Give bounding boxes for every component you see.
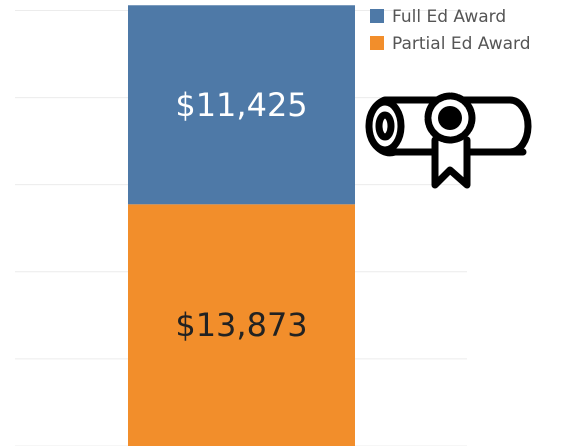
data-label: $13,873 <box>175 306 307 344</box>
bar-segment <box>128 204 355 446</box>
legend: Full Ed Award Partial Ed Award <box>370 7 531 54</box>
data-label: $11,425 <box>175 86 307 124</box>
diploma-icon <box>365 92 532 189</box>
legend-swatch <box>370 36 384 50</box>
legend-swatch <box>370 9 384 23</box>
bar-segment <box>128 5 355 205</box>
legend-label: Full Ed Award <box>392 7 506 27</box>
legend-label: Partial Ed Award <box>392 34 531 54</box>
bars: $13,873 $11,425 <box>128 5 355 446</box>
